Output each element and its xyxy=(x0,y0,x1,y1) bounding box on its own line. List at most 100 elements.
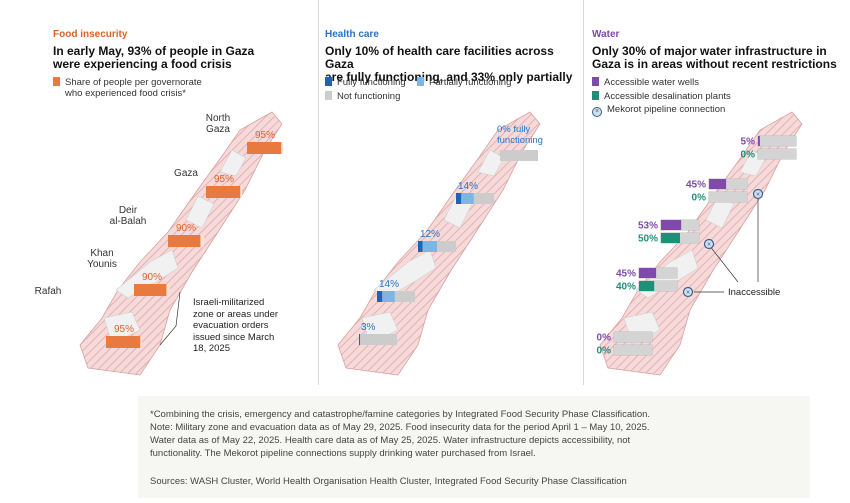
water-bar-1 xyxy=(639,281,655,291)
food-title-line-1: In early May, 93% of people in Gaza xyxy=(53,44,255,58)
inaccessible-label: Inaccessible xyxy=(728,287,781,298)
food-insecurity-panel: Food insecurity In early May, 93% of peo… xyxy=(0,0,318,385)
food-legend-line-1: Share of people per governorate xyxy=(65,77,202,88)
militarized-zone-note: Israeli-militarized zone or areas under … xyxy=(193,297,278,355)
desalination-label: Accessible desalination plants xyxy=(604,91,731,102)
health-title: Only 10% of health care facilities acros… xyxy=(325,45,584,84)
water-tag: Water xyxy=(592,29,620,40)
water-bar-bg xyxy=(709,192,747,202)
desalination-swatch xyxy=(592,91,599,100)
water-bar-bg xyxy=(639,281,677,291)
chart-marks: 95%95%90%90%95%NorthGazaGazaDeiral-Balah… xyxy=(35,113,797,357)
water-bar-bg xyxy=(758,149,796,159)
food-legend-swatch xyxy=(53,77,60,86)
health-care-panel: Health care Only 10% of health care faci… xyxy=(318,0,584,385)
governorate-label: Rafah xyxy=(35,286,62,297)
x-circle-icon: × xyxy=(592,107,602,117)
not-functioning-swatch xyxy=(325,91,332,100)
food-bar xyxy=(168,235,201,247)
health-bar-label: 3% xyxy=(361,322,376,333)
food-bar-label: 95% xyxy=(214,174,234,185)
health-bar-label: 12% xyxy=(420,229,440,240)
water-legend-wells: Accessible water wells xyxy=(592,77,699,88)
health-bar-1 xyxy=(461,193,474,204)
health-bar-0 xyxy=(418,241,423,252)
health-bar-1 xyxy=(382,291,395,302)
x-circle-icon: × xyxy=(707,242,711,249)
partially-functioning-label: Partially functioning xyxy=(429,77,512,88)
water-title-line-2: Gaza is in areas without recent restrict… xyxy=(592,57,837,71)
pipeline-marker xyxy=(752,188,764,200)
food-bar-label: 95% xyxy=(255,130,275,141)
partially-functioning-swatch xyxy=(417,77,424,86)
health-bar-2 xyxy=(360,334,397,345)
footer-sources: Sources: WASH Cluster, World Health Orga… xyxy=(150,476,627,487)
fully-functioning-label: Fully functioning xyxy=(337,77,406,88)
food-bar-label: 90% xyxy=(176,223,196,234)
fully-functioning-swatch xyxy=(325,77,332,86)
pipeline-marker xyxy=(682,286,694,298)
water-bar-0 xyxy=(639,268,657,278)
water-bar-label: 50% xyxy=(638,234,658,245)
health-bar-2 xyxy=(394,291,415,302)
food-bar xyxy=(206,186,241,198)
water-bar-0 xyxy=(709,179,727,189)
water-wells-label: Accessible water wells xyxy=(604,77,700,88)
water-panel: Water Only 30% of major water infrastruc… xyxy=(583,0,850,385)
health-bar-0 xyxy=(456,193,462,204)
health-bar-2 xyxy=(473,193,494,204)
pipeline-marker xyxy=(703,238,715,250)
health-bar-0 xyxy=(359,334,361,345)
water-legend-desal: Accessible desalination plants xyxy=(592,91,731,102)
governorate-label: al-Balah xyxy=(110,216,147,227)
health-bar-label: 14% xyxy=(379,279,399,290)
footer-notes: *Combining the crisis, emergency and cat… xyxy=(138,396,810,498)
not-functioning-label: Not functioning xyxy=(337,91,401,102)
footer-note-line-2: Note: Military zone and evacuation data … xyxy=(150,422,650,433)
water-bar-bg xyxy=(614,332,652,342)
governorate-label: Deir xyxy=(119,205,138,216)
governorate-label: Khan xyxy=(90,248,113,259)
governorate-label: Younis xyxy=(87,259,117,270)
water-bar-bg xyxy=(709,179,747,189)
water-bar-label: 5% xyxy=(741,137,756,148)
water-bar-label: 0% xyxy=(741,150,756,161)
water-bar-label: 53% xyxy=(638,221,658,232)
health-title-line-1: Only 10% of health care facilities acros… xyxy=(325,44,554,71)
water-bar-label: 0% xyxy=(597,333,612,344)
x-circle-icon: × xyxy=(686,290,690,297)
health-bar-1 xyxy=(422,241,437,252)
food-legend: Share of people per governorate who expe… xyxy=(53,77,202,99)
food-bar xyxy=(106,336,141,348)
water-title-line-1: Only 30% of major water infrastructure i… xyxy=(592,44,827,58)
health-legend-not: Not functioning xyxy=(325,91,400,102)
x-circle-icon: × xyxy=(756,192,760,199)
water-bar-0 xyxy=(661,220,682,230)
footer-note-line-3: Water data as of May 22, 2025. Health ca… xyxy=(150,435,631,446)
food-legend-line-2: who experienced food crisis* xyxy=(65,88,186,99)
water-bar-0 xyxy=(758,136,760,146)
food-title: In early May, 93% of people in Gaza were… xyxy=(53,45,254,71)
footer-note-line-4: functionality. The Mekorot pipeline conn… xyxy=(150,448,536,459)
governorate-label: North xyxy=(206,113,230,124)
health-title-line-2: are fully functioning, and 33% only part… xyxy=(325,70,573,84)
food-title-line-2: were experiencing a food crisis xyxy=(53,57,232,71)
food-bar-label: 95% xyxy=(114,324,134,335)
health-top-label-line-1: 0% fully xyxy=(497,124,531,135)
north-gaza-health-label: 0% fully functioning xyxy=(497,124,543,146)
water-bar-bg xyxy=(758,136,796,146)
health-bar-2 xyxy=(500,150,538,161)
health-top-label-line-2: functioning xyxy=(497,135,543,146)
water-bar-label: 40% xyxy=(616,282,636,293)
militarized-note-line-5: 18, 2025 xyxy=(193,343,230,354)
water-bar-label: 0% xyxy=(692,193,707,204)
water-bar-label: 0% xyxy=(597,346,612,357)
water-bar-1 xyxy=(661,233,680,243)
water-bar-label: 45% xyxy=(616,269,636,280)
militarized-note-line-2: zone or areas under xyxy=(193,308,279,320)
water-title: Only 30% of major water infrastructure i… xyxy=(592,45,837,71)
food-tag: Food insecurity xyxy=(53,29,128,40)
water-bar-label: 45% xyxy=(686,180,706,191)
governorate-label: Gaza xyxy=(174,168,198,179)
